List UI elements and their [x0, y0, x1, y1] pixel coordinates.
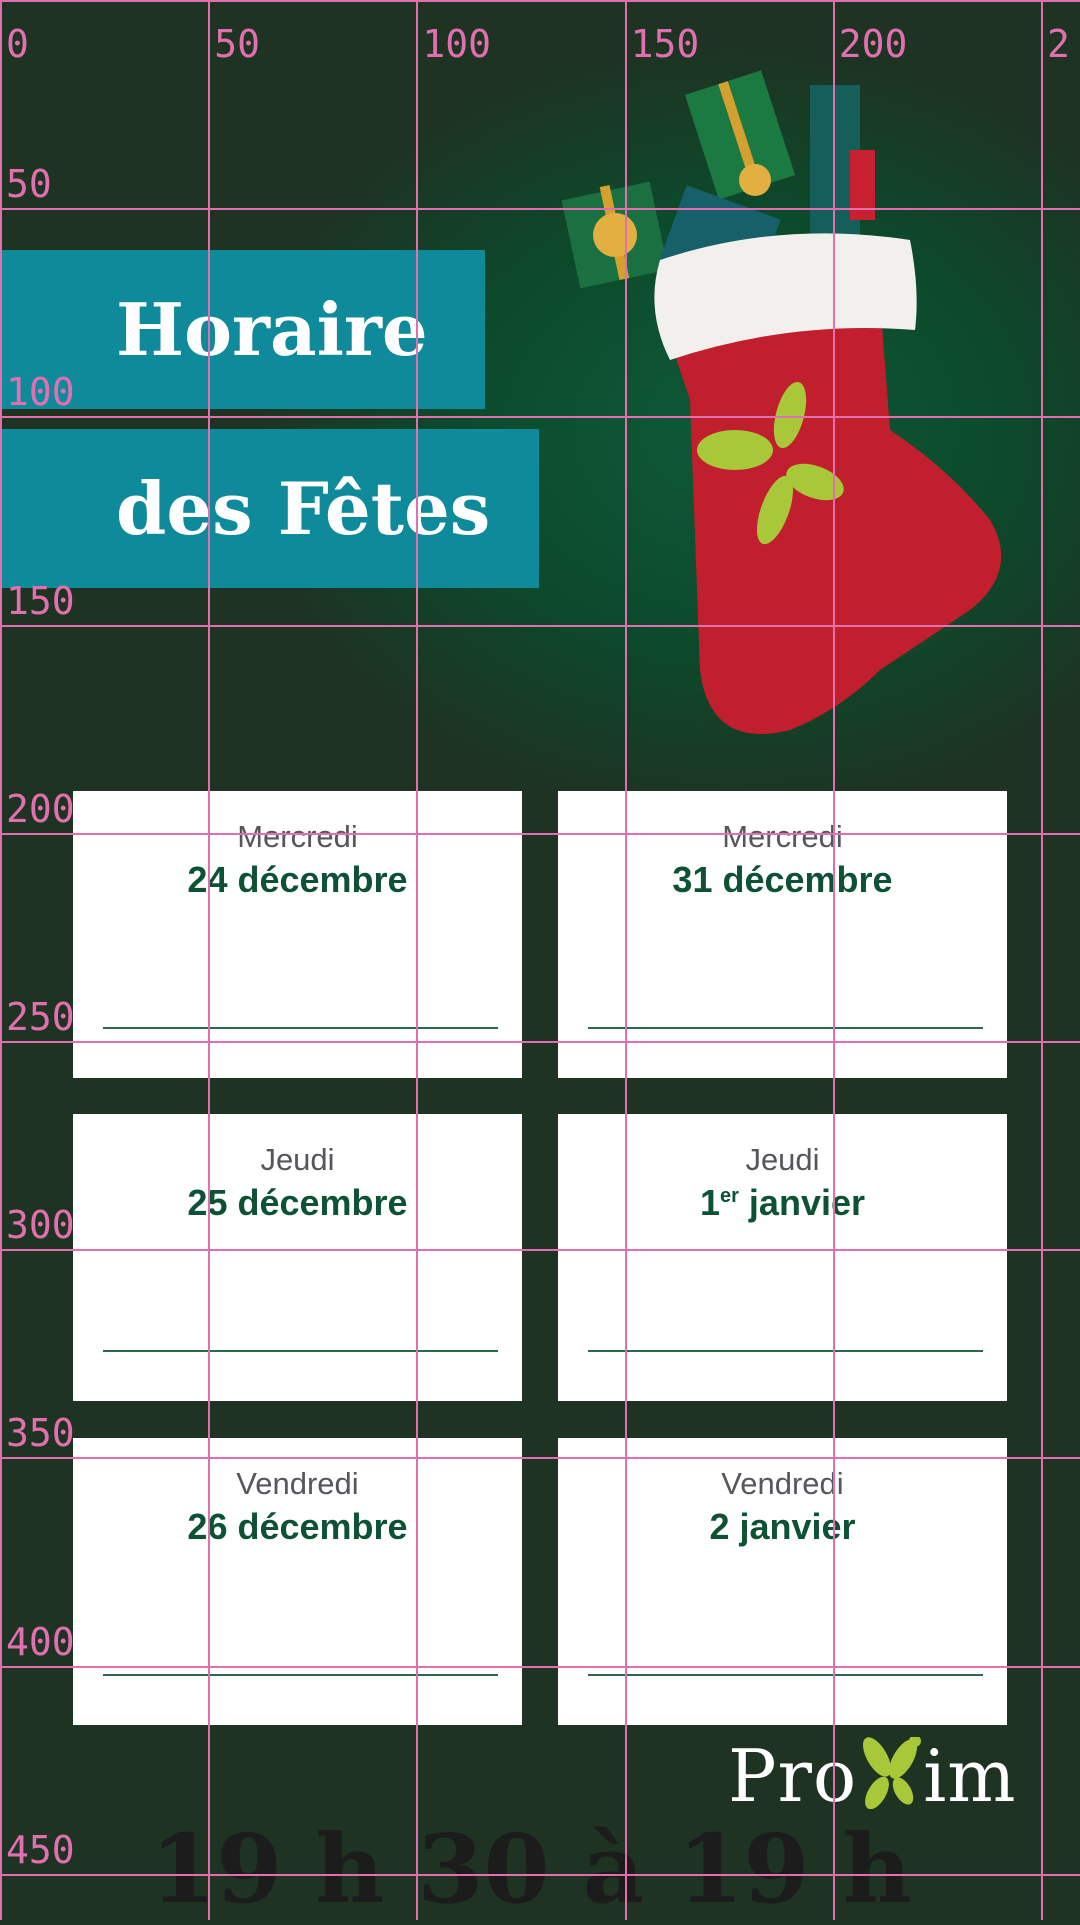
card-day: Jeudi: [260, 1142, 335, 1177]
grid-label-left: 450: [6, 1827, 75, 1872]
schedule-card: Mercredi 31 décembre: [558, 791, 1007, 1078]
grid-label-left: 300: [6, 1203, 75, 1248]
hours-line: [103, 1027, 498, 1029]
schedule-card: Jeudi 1er janvier: [558, 1114, 1007, 1401]
grid-label-left: 400: [6, 1619, 75, 1664]
proxim-leaf-icon: [697, 381, 844, 545]
hours-line: [588, 1350, 983, 1352]
schedule-card: Mercredi 24 décembre: [73, 791, 522, 1078]
card-date: 1er janvier: [699, 1182, 865, 1223]
card-date: 25 décembre: [187, 1182, 408, 1223]
card-day: Vendredi: [236, 1466, 359, 1501]
grid-label-top: 0: [6, 22, 29, 66]
card-day: Vendredi: [721, 1466, 844, 1501]
grid-label-left: 50: [6, 162, 52, 207]
card-date: 2 janvier: [709, 1506, 856, 1547]
card-day: Jeudi: [745, 1142, 820, 1177]
hours-line: [103, 1350, 498, 1352]
logo-leaf-icon: [863, 1735, 922, 1810]
hours-line: [588, 1674, 983, 1676]
card-day: Mercredi: [722, 819, 843, 854]
schedule-card: Vendredi 26 décembre: [73, 1438, 522, 1725]
hours-line: [103, 1674, 498, 1676]
title-line-1: Horaire: [0, 250, 485, 409]
card-day: Mercredi: [237, 819, 358, 854]
card-date: 24 décembre: [187, 859, 408, 900]
title-line-2: des Fêtes: [0, 429, 539, 588]
christmas-stocking-illustration: [561, 70, 1002, 734]
card-date: 26 décembre: [187, 1506, 408, 1547]
grid-label-left: 350: [6, 1411, 75, 1456]
grid-label-left: 200: [6, 786, 75, 831]
grid-line-horizontal: [0, 0, 1080, 2]
schedule-card: Jeudi 25 décembre: [73, 1114, 522, 1401]
card-date: 31 décembre: [672, 859, 893, 900]
hours-line: [588, 1027, 983, 1029]
proxim-logo: Pro im: [728, 1734, 1017, 1818]
overflow-hours-text: 19 h 30 à 19 h: [150, 1814, 912, 1925]
schedule-card: Vendredi 2 janvier: [558, 1438, 1007, 1725]
grid-label-left: 250: [6, 995, 75, 1039]
